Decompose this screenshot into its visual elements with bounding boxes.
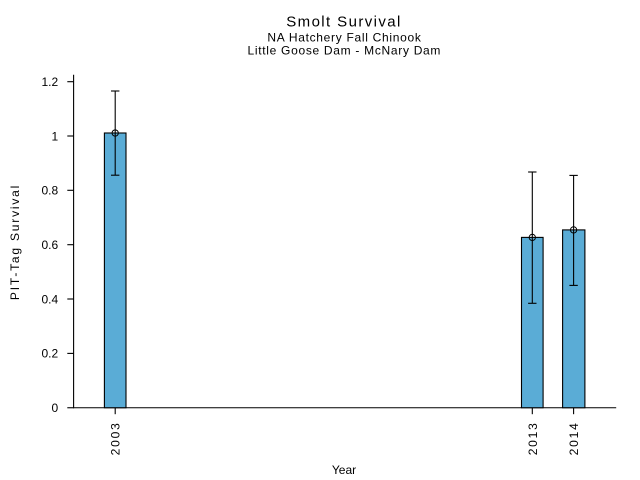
svg-text:PIT-Tag Survival: PIT-Tag Survival — [8, 184, 22, 300]
svg-text:1.2: 1.2 — [42, 75, 59, 89]
svg-text:2014: 2014 — [567, 421, 581, 455]
svg-text:1: 1 — [52, 129, 59, 143]
svg-text:0.4: 0.4 — [42, 292, 59, 306]
svg-text:2013: 2013 — [526, 421, 540, 455]
svg-text:0.6: 0.6 — [42, 238, 59, 252]
svg-text:2003: 2003 — [109, 421, 123, 455]
svg-text:Smolt Survival: Smolt Survival — [286, 14, 401, 31]
svg-text:0.8: 0.8 — [42, 184, 59, 198]
svg-text:NA Hatchery Fall Chinook: NA Hatchery Fall Chinook — [267, 30, 421, 44]
svg-text:0.2: 0.2 — [42, 347, 59, 361]
svg-text:Little Goose Dam - McNary Dam: Little Goose Dam - McNary Dam — [247, 43, 441, 57]
svg-text:Year: Year — [332, 463, 356, 477]
svg-text:0: 0 — [52, 401, 59, 415]
